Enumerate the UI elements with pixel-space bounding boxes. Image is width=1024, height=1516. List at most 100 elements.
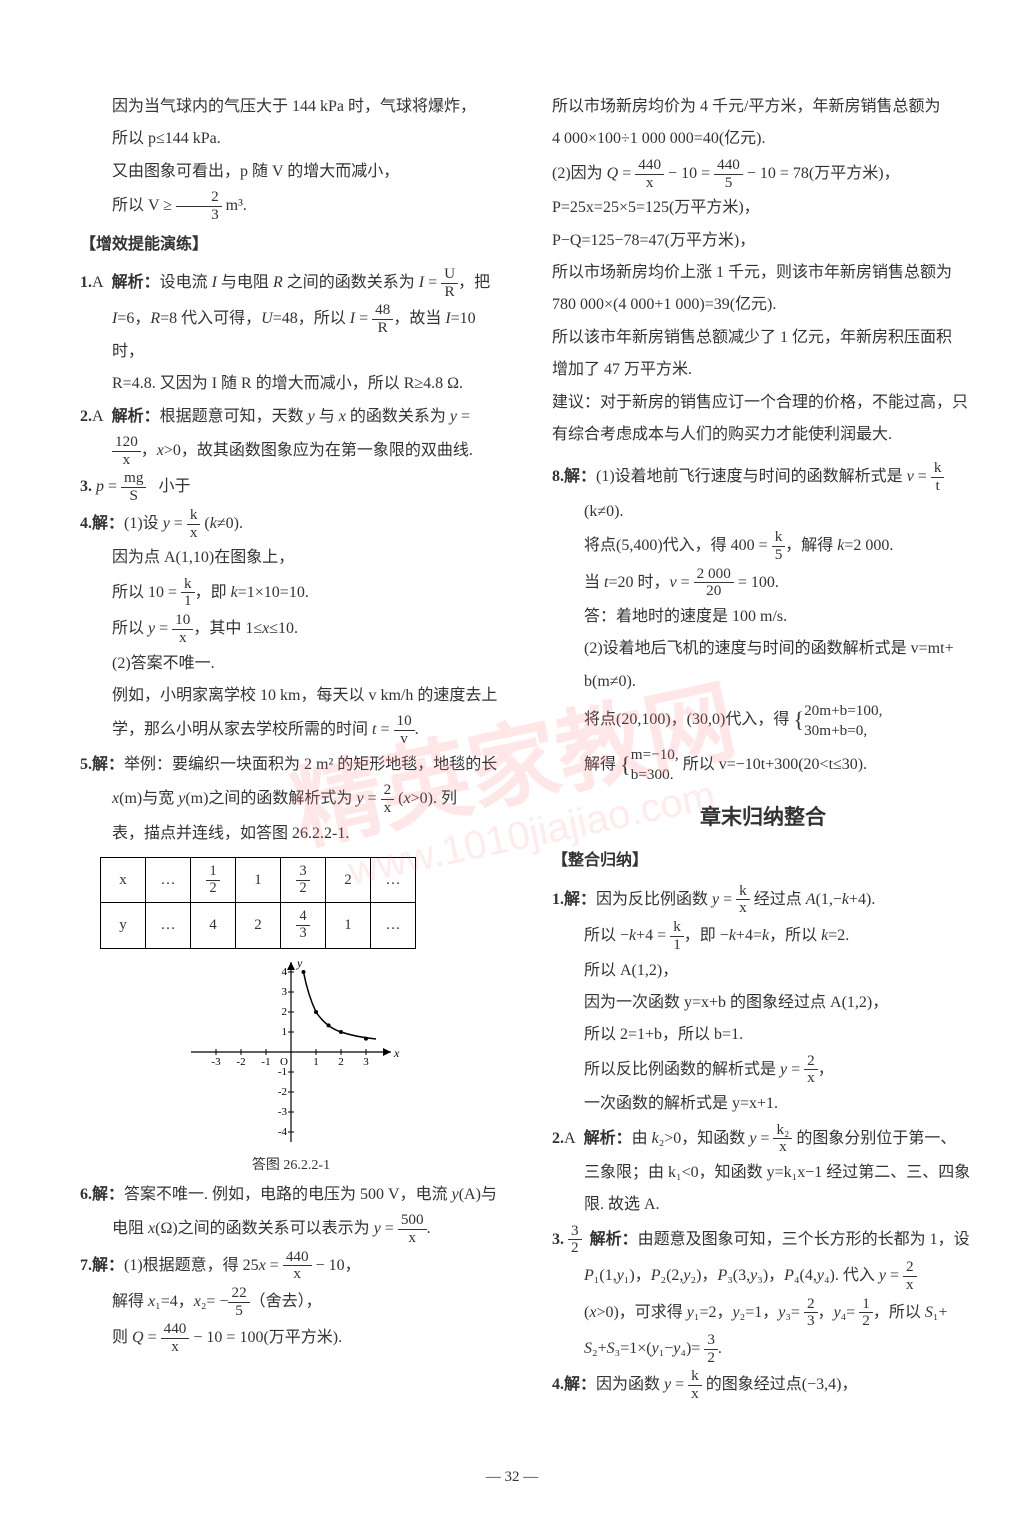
table-cell: … bbox=[371, 858, 416, 903]
text-line: x(m)与宽 y(m)之间的函数解析式为 y = 2x (x>0). 列 bbox=[80, 782, 502, 816]
text-line: (k≠0). bbox=[552, 497, 974, 527]
chart-graph: x y -3-2-1 O 123 1234 -1-2-3-4 bbox=[80, 957, 502, 1174]
section-header: 【增效提能演练】 bbox=[80, 230, 502, 260]
text-line: 则 Q = 440x − 10 = 100(万平方米). bbox=[80, 1321, 502, 1355]
table-cell: 2 bbox=[236, 903, 281, 948]
answer-line: 1.A 解析：设电流 I 与电阻 R 之间的函数关系为 I = UR，把 bbox=[80, 266, 502, 300]
answer-line: 7.解：(1)根据题意，得 25x = 440x − 10， bbox=[80, 1249, 502, 1283]
svg-text:-3: -3 bbox=[278, 1106, 288, 1118]
svg-text:y: y bbox=[296, 957, 303, 970]
text-line: (2)因为 Q = 440x − 10 = 4405 − 10 = 78(万平方… bbox=[552, 157, 974, 191]
text-line: 例如，小明家离学校 10 km，每天以 v km/h 的速度去上 bbox=[80, 681, 502, 711]
text-line: P−Q=125−78=47(万平方米)， bbox=[552, 226, 974, 256]
table-cell: 32 bbox=[281, 858, 326, 903]
hyperbola-chart-svg: x y -3-2-1 O 123 1234 -1-2-3-4 bbox=[181, 957, 401, 1147]
section-header: 【整合归纳】 bbox=[552, 846, 974, 876]
table-cell: y bbox=[101, 903, 146, 948]
text-line: 所以反比例函数的解析式是 y = 2x， bbox=[552, 1053, 974, 1087]
text-line: 因为一次函数 y=x+b 的图象经过点 A(1,2)， bbox=[552, 988, 974, 1018]
table-cell: 43 bbox=[281, 903, 326, 948]
text-line: 所以 10 = k1，即 k=1×10=10. bbox=[80, 576, 502, 610]
data-table: x … 12 1 32 2 … y … 4 2 43 1 … bbox=[100, 857, 416, 949]
table-cell: x bbox=[101, 858, 146, 903]
svg-text:-1: -1 bbox=[278, 1066, 287, 1078]
text-line: 表，描点并连线，如答图 26.2.2-1. bbox=[80, 819, 502, 849]
svg-text:-3: -3 bbox=[211, 1056, 221, 1068]
table-cell: 1 bbox=[236, 858, 281, 903]
table-cell: 4 bbox=[191, 903, 236, 948]
text-line: 学，那么小明从家去学校所需的时间 t = 10v. bbox=[80, 713, 502, 747]
svg-text:1: 1 bbox=[313, 1056, 319, 1068]
text-line: 一次函数的解析式是 y=x+1. bbox=[552, 1089, 974, 1119]
text-line: 所以 V ≥ 23 m³. bbox=[80, 189, 502, 223]
answer-line: 5.解：举例：要编织一块面积为 2 m² 的矩形地毯，地毯的长 bbox=[80, 750, 502, 780]
text-line: b(m≠0). bbox=[552, 667, 974, 697]
page-number: — 32 — bbox=[0, 1469, 1024, 1486]
text-line: 限. 故选 A. bbox=[552, 1190, 974, 1220]
text-line: (2)设着地后飞机的速度与时间的函数解析式是 v=mt+ bbox=[552, 634, 974, 664]
svg-text:-1: -1 bbox=[261, 1056, 270, 1068]
text-line: (2)答案不唯一. bbox=[80, 649, 502, 679]
text-line: S₂+S₃=1×(y₁−y₄)= 32. bbox=[552, 1332, 974, 1366]
text-line: 780 000×(4 000+1 000)=39(亿元). bbox=[552, 290, 974, 320]
answer-line: 4.解：(1)设 y = kx (k≠0). bbox=[80, 507, 502, 541]
right-column: 所以市场新房均价为 4 千元/平方米，年新房销售总额为 4 000×100÷1 … bbox=[542, 90, 974, 1405]
two-column-layout: 因为当气球内的气压大于 144 kPa 时，气球将爆炸， 所以 p≤144 kP… bbox=[80, 90, 974, 1405]
text-line: 建议：对于新房的销售应订一个合理的价格，不能过高，只 bbox=[552, 388, 974, 418]
table-cell: 2 bbox=[326, 858, 371, 903]
table-row: y … 4 2 43 1 … bbox=[101, 903, 416, 948]
svg-text:1: 1 bbox=[282, 1026, 288, 1038]
text-line: 答：着地时的速度是 100 m/s. bbox=[552, 602, 974, 632]
table-cell: 1 bbox=[326, 903, 371, 948]
table-cell: … bbox=[146, 858, 191, 903]
answer-line: 8.解：(1)设着地前飞行速度与时间的函数解析式是 v = kt bbox=[552, 460, 974, 494]
answer-line: 3. 32 解析：由题意及图象可知，三个长方形的长都为 1，设 bbox=[552, 1223, 974, 1257]
text-line: (x>0)，可求得 y₁=2，y₂=1，y₃= 23，y₄= 12，所以 S₁+ bbox=[552, 1296, 974, 1330]
answer-line: 2.A 解析：根据题意可知，天数 y 与 x 的函数关系为 y = bbox=[80, 402, 502, 432]
text-line: 三象限；由 k₁<0，知函数 y=k₁x−1 经过第二、三、四象 bbox=[552, 1158, 974, 1188]
text-line: P₁(1,y₁)，P₂(2,y₂)，P₃(3,y₃)，P₄(4,y₄). 代入 … bbox=[552, 1259, 974, 1293]
text-line: I=6，R=8 代入可得，U=48，所以 I = 48R，故当 I=10 时， bbox=[80, 302, 502, 367]
text-line: 又由图象可看出，p 随 V 的增大而减小， bbox=[80, 157, 502, 187]
svg-text:2: 2 bbox=[282, 1006, 288, 1018]
text-line: 电阻 x(Ω)之间的函数关系可以表示为 y = 500x. bbox=[80, 1212, 502, 1246]
text-line: 将点(20,100)，(30,0)代入，得 {20m+b=100,30m+b=0… bbox=[552, 699, 974, 742]
text-line: P=25x=25×5=125(万平方米)， bbox=[552, 193, 974, 223]
table-cell: … bbox=[371, 903, 416, 948]
text-line: 120x，x>0，故其函数图象应为在第一象限的双曲线. bbox=[80, 434, 502, 468]
text-line: 解得 x₁=4，x₂= −225（舍去）， bbox=[80, 1285, 502, 1319]
text-line: 所以该市年新房销售总额减少了 1 亿元，年新房积压面积 bbox=[552, 323, 974, 353]
text-line: 因为当气球内的气压大于 144 kPa 时，气球将爆炸， bbox=[80, 92, 502, 122]
text-line: 所以 −k+4 = k1，即 −k+4=k，所以 k=2. bbox=[552, 919, 974, 953]
svg-text:3: 3 bbox=[363, 1056, 369, 1068]
answer-line: 2.A 解析：由 k₂>0，知函数 y = k₂x 的图象分别位于第一、 bbox=[552, 1122, 974, 1156]
svg-text:-2: -2 bbox=[278, 1086, 287, 1098]
text-line: 所以 A(1,2)， bbox=[552, 956, 974, 986]
answer-line: 3. p = mgS 小于 bbox=[80, 470, 502, 504]
text-line: 4 000×100÷1 000 000=40(亿元). bbox=[552, 124, 974, 154]
text-line: R=4.8. 又因为 I 随 R 的增大而减小，所以 R≥4.8 Ω. bbox=[80, 369, 502, 399]
text-line: 解得 {m=−10,b=300. 所以 v=−10t+300(20<t≤30). bbox=[552, 744, 974, 787]
answer-line: 6.解：答案不唯一. 例如，电路的电压为 500 V，电流 y(A)与 bbox=[80, 1180, 502, 1210]
svg-text:3: 3 bbox=[282, 986, 288, 998]
text-line: 所以 y = 10x，其中 1≤x≤10. bbox=[80, 612, 502, 646]
table-cell: 12 bbox=[191, 858, 236, 903]
text-line: 所以 2=1+b，所以 b=1. bbox=[552, 1020, 974, 1050]
svg-text:4: 4 bbox=[282, 966, 288, 978]
text-line: 所以市场新房均价为 4 千元/平方米，年新房销售总额为 bbox=[552, 92, 974, 122]
text-line: 增加了 47 万平方米. bbox=[552, 355, 974, 385]
chart-caption: 答图 26.2.2-1 bbox=[80, 1154, 502, 1174]
svg-text:-2: -2 bbox=[236, 1056, 245, 1068]
svg-text:-4: -4 bbox=[278, 1126, 288, 1138]
answer-line: 1.解：因为反比例函数 y = kx 经过点 A(1,−k+4). bbox=[552, 883, 974, 917]
text-line: 所以 p≤144 kPa. bbox=[80, 124, 502, 154]
text-line: 当 t=20 时，v = 2 00020 = 100. bbox=[552, 566, 974, 600]
text-line: 有综合考虑成本与人们的购买力才能使利润最大. bbox=[552, 420, 974, 450]
text-line: 因为点 A(1,10)在图象上， bbox=[80, 543, 502, 573]
left-column: 因为当气球内的气压大于 144 kPa 时，气球将爆炸， 所以 p≤144 kP… bbox=[80, 90, 512, 1405]
chapter-header: 章末归纳整合 bbox=[552, 798, 974, 838]
answer-line: 4.解：因为函数 y = kx 的图象经过点(−3,4)， bbox=[552, 1368, 974, 1402]
svg-text:x: x bbox=[393, 1046, 400, 1060]
text-line: 所以市场新房均价上涨 1 千元，则该市年新房销售总额为 bbox=[552, 258, 974, 288]
table-row: x … 12 1 32 2 … bbox=[101, 858, 416, 903]
